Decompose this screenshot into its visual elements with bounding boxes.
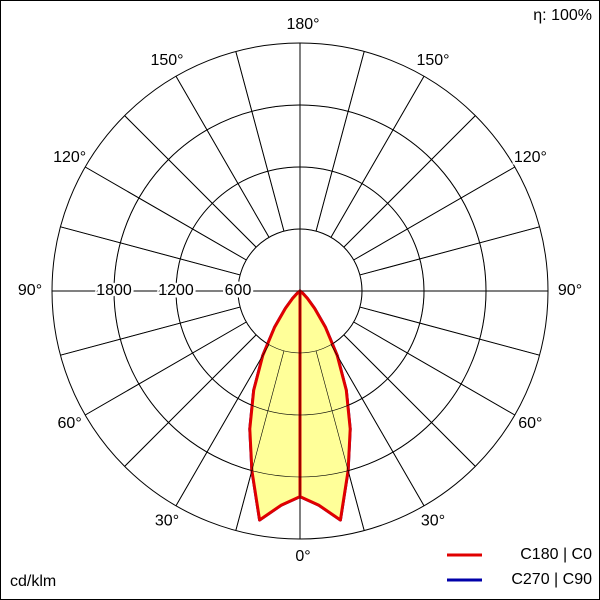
radial-grid-line <box>175 76 270 238</box>
legend-label: C180 | C0 <box>520 546 592 563</box>
ring-grid-line <box>175 166 425 416</box>
angle-tick-label: 0° <box>295 548 310 565</box>
radial-grid-line <box>124 334 257 467</box>
angle-tick-label: 120° <box>514 149 547 166</box>
radial-grid-line <box>235 350 285 531</box>
angle-tick-label: 150° <box>416 52 449 69</box>
angle-tick-label: 90° <box>18 282 42 299</box>
radial-grid-line <box>175 344 270 506</box>
radial-grid-line <box>60 306 241 356</box>
angle-tick-label: 60° <box>518 415 542 432</box>
radial-grid-line <box>353 166 515 261</box>
angle-tick-label: 60° <box>58 415 82 432</box>
angle-tick-label: 90° <box>558 282 582 299</box>
radial-grid-line <box>85 321 247 416</box>
radial-grid-line <box>60 226 241 276</box>
legend-label: C270 | C90 <box>511 571 592 588</box>
angle-tick-label: 150° <box>150 52 183 69</box>
radial-grid-line <box>359 306 540 356</box>
ring-grid-line <box>113 104 487 478</box>
radial-tick-label: 600 <box>225 282 252 299</box>
angle-tick-label: 180° <box>286 16 319 33</box>
intensity-curve <box>248 289 302 522</box>
radial-grid-line <box>124 115 257 248</box>
unit-label: cd/klm <box>10 573 56 590</box>
radial-grid-line <box>359 226 540 276</box>
radial-grid-line <box>315 350 365 531</box>
radial-grid-line <box>343 334 476 467</box>
radial-grid-line <box>330 344 425 506</box>
ring-grid-line <box>237 228 363 354</box>
angle-tick-label: 30° <box>155 513 179 530</box>
radial-grid-line <box>315 51 365 232</box>
radial-tick-label: 1200 <box>158 282 194 299</box>
radial-grid-line <box>330 76 425 238</box>
angle-tick-label: 120° <box>53 149 86 166</box>
angle-tick-label: 30° <box>421 513 445 530</box>
radial-grid-line <box>85 166 247 261</box>
radial-grid-line <box>353 321 515 416</box>
efficiency-label: η: 100% <box>533 7 592 24</box>
radial-grid-line <box>235 51 285 232</box>
radial-tick-label: 1800 <box>96 282 132 299</box>
radial-grid-line <box>343 115 476 248</box>
